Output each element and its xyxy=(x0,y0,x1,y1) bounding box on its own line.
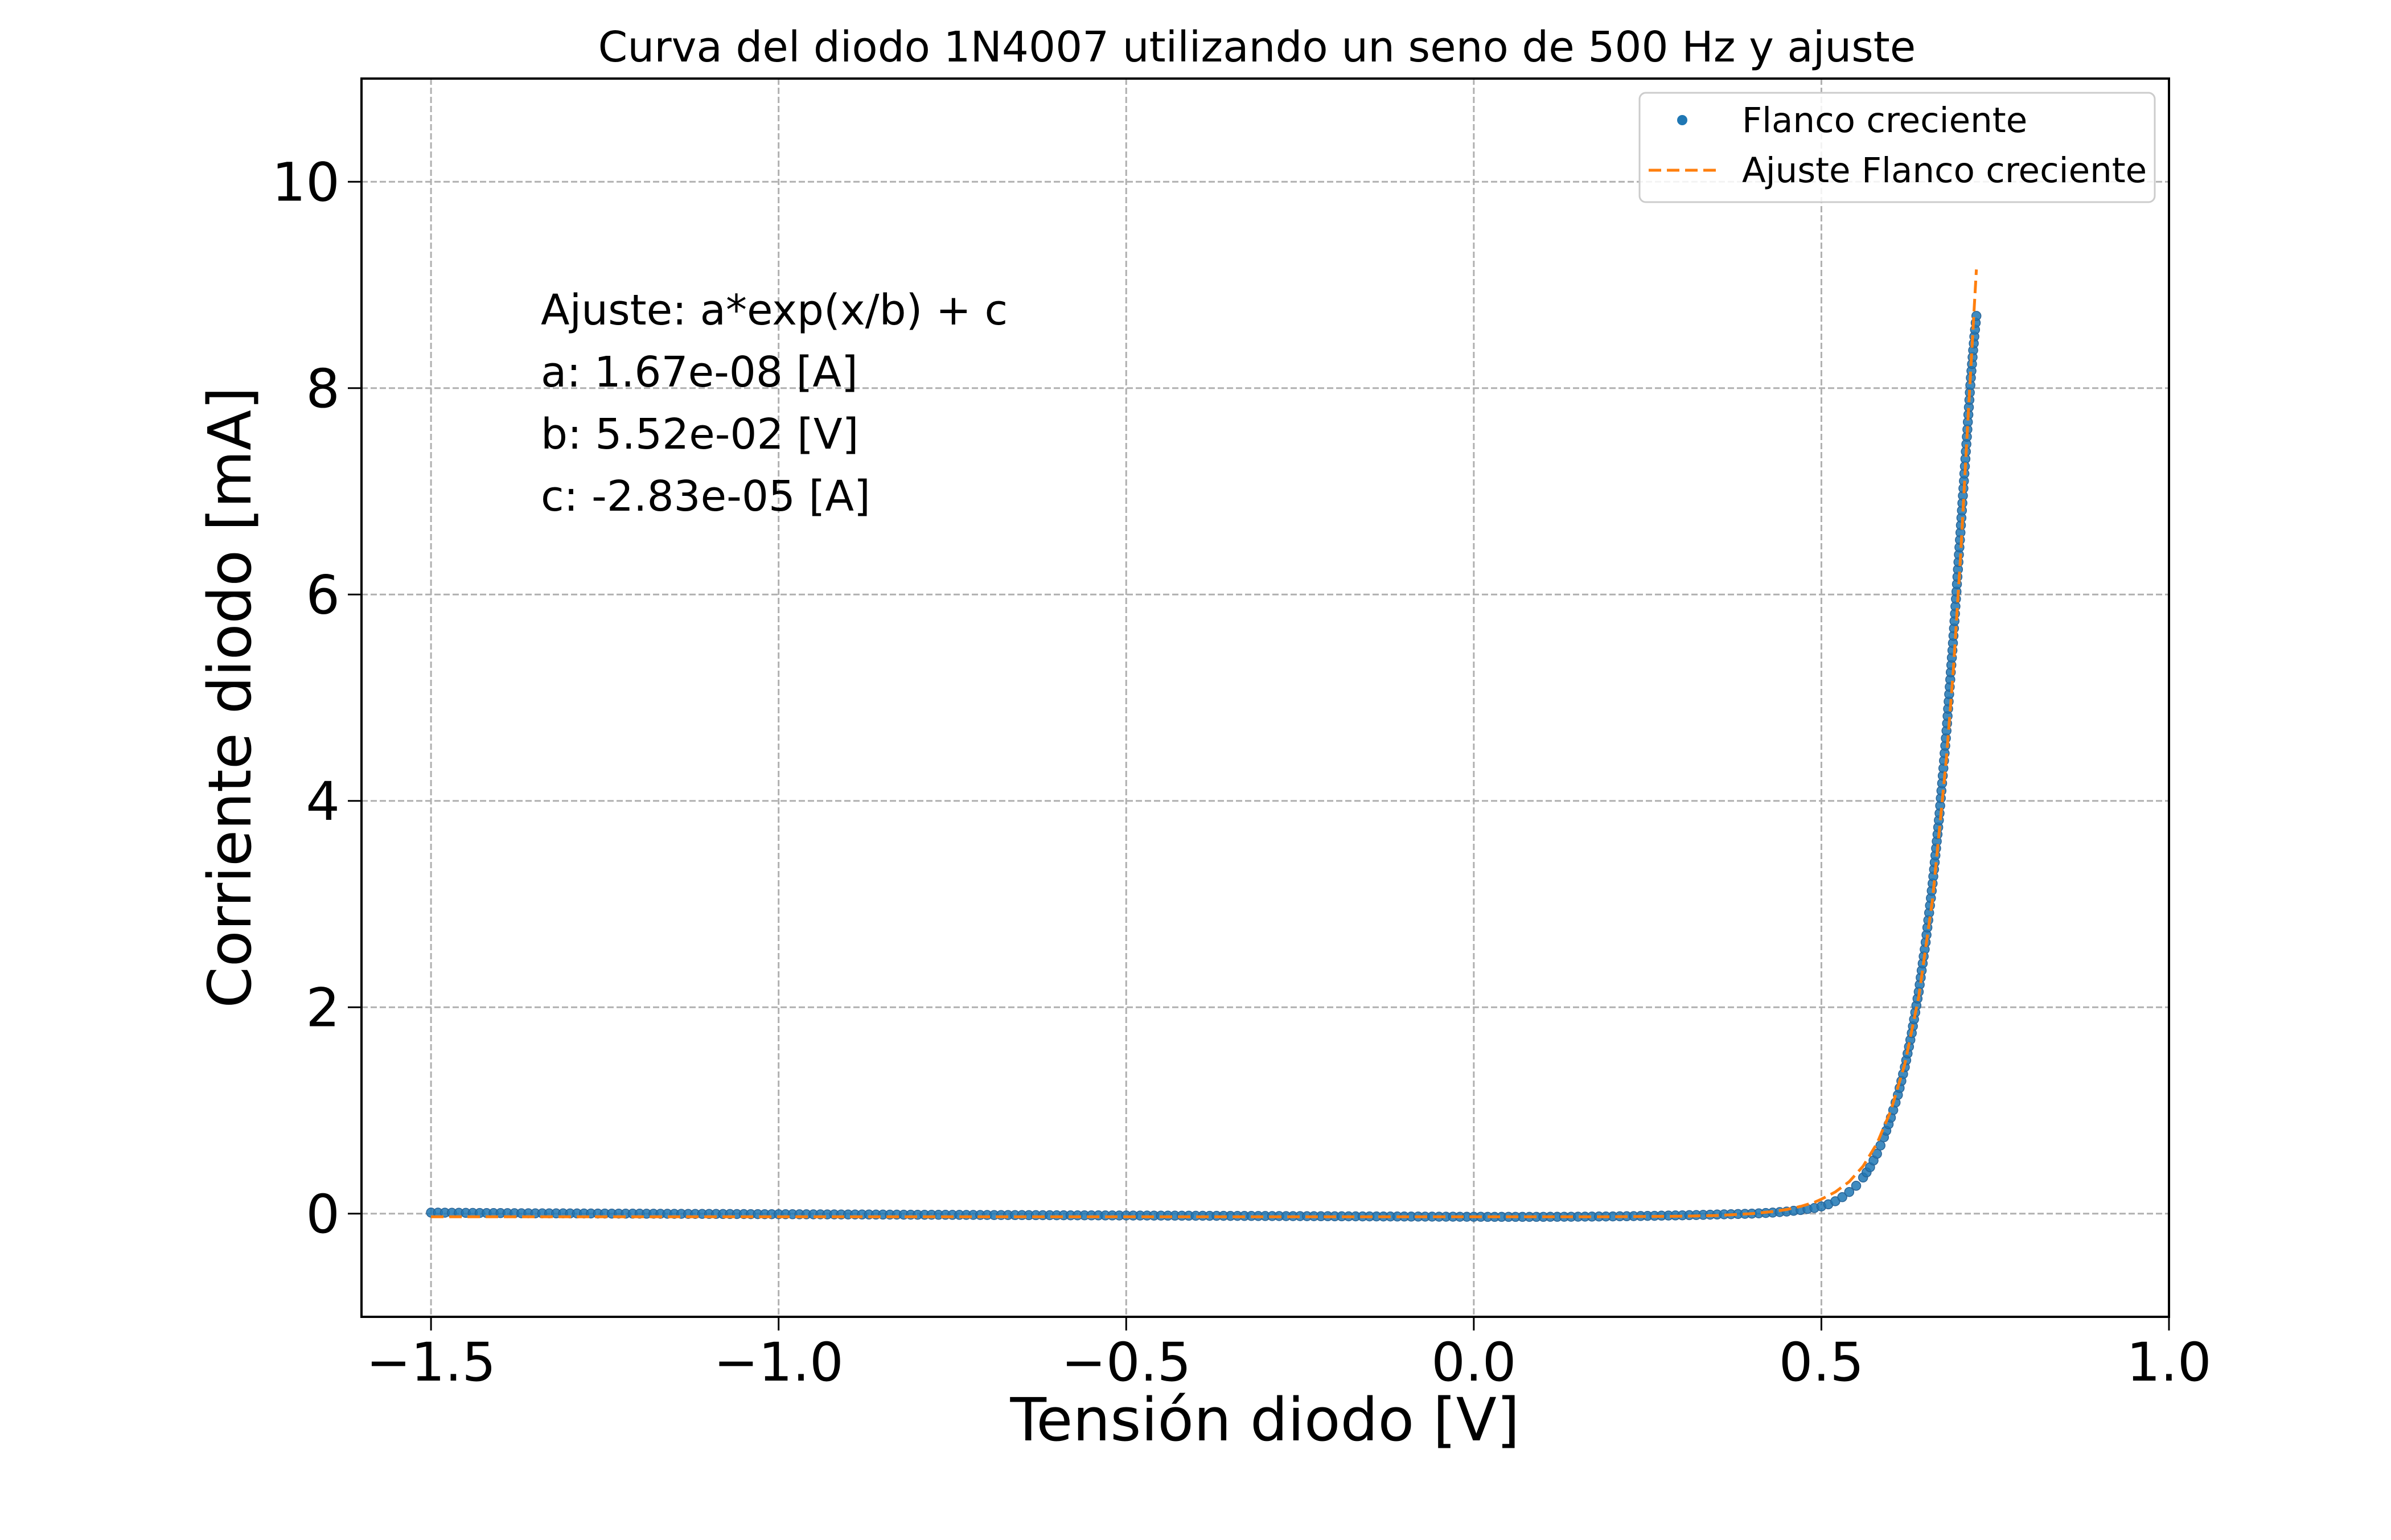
x-axis-label: Tensión diodo [V] xyxy=(1010,1385,1520,1455)
scatter-point xyxy=(1844,1186,1855,1197)
x-tick-label: −1.5 xyxy=(366,1332,496,1394)
legend-marker-scatter xyxy=(1677,115,1687,125)
x-tick-label: 1.0 xyxy=(2126,1332,2212,1394)
data-layer xyxy=(426,269,1982,1222)
fit-annotation-line: b: 5.52e-02 [V] xyxy=(541,410,858,459)
fit-annotation-line: Ajuste: a*exp(x/b) + c xyxy=(541,286,1008,335)
fit-annotation: Ajuste: a*exp(x/b) + c a: 1.67e-08 [A] b: … xyxy=(541,286,1008,521)
y-tick-label: 8 xyxy=(306,358,340,420)
scatter-point xyxy=(1875,1140,1885,1151)
x-tick-label: 0.0 xyxy=(1431,1332,1517,1394)
grid-layer xyxy=(361,79,2170,1317)
scatter-point xyxy=(1872,1148,1882,1159)
fit-line xyxy=(431,269,1978,1218)
plot-frame xyxy=(360,77,2170,1318)
x-tick-label: −1.0 xyxy=(714,1332,844,1394)
fit-annotation-line: c: -2.83e-05 [A] xyxy=(541,472,870,521)
y-tick-label: 0 xyxy=(306,1184,340,1246)
scatter-point xyxy=(1837,1192,1847,1202)
scatter-point xyxy=(1851,1181,1862,1191)
chart-title: Curva del diodo 1N4007 utilizando un sen… xyxy=(598,23,1916,72)
legend-label-fit: Ajuste Flanco creciente xyxy=(1742,150,2147,191)
y-tick-label: 10 xyxy=(272,151,340,213)
y-tick-label: 2 xyxy=(306,977,340,1039)
legend-box xyxy=(1638,92,2156,203)
y-axis-label: Corriente diodo [mA] xyxy=(195,387,265,1008)
y-tick-label: 4 xyxy=(306,771,340,833)
x-tick-label: −0.5 xyxy=(1061,1332,1191,1394)
legend-label-scatter: Flanco creciente xyxy=(1742,100,2027,141)
y-tick-label: 6 xyxy=(306,564,340,626)
legend: Flanco creciente Ajuste Flanco creciente xyxy=(1638,92,2156,203)
x-tick-label: 0.5 xyxy=(1779,1332,1864,1394)
fit-annotation-line: a: 1.67e-08 [A] xyxy=(541,348,858,397)
tick-layer: −1.5 −1.0 −0.5 0.0 0.5 1.0 0 2 4 6 8 10 xyxy=(272,151,2211,1394)
